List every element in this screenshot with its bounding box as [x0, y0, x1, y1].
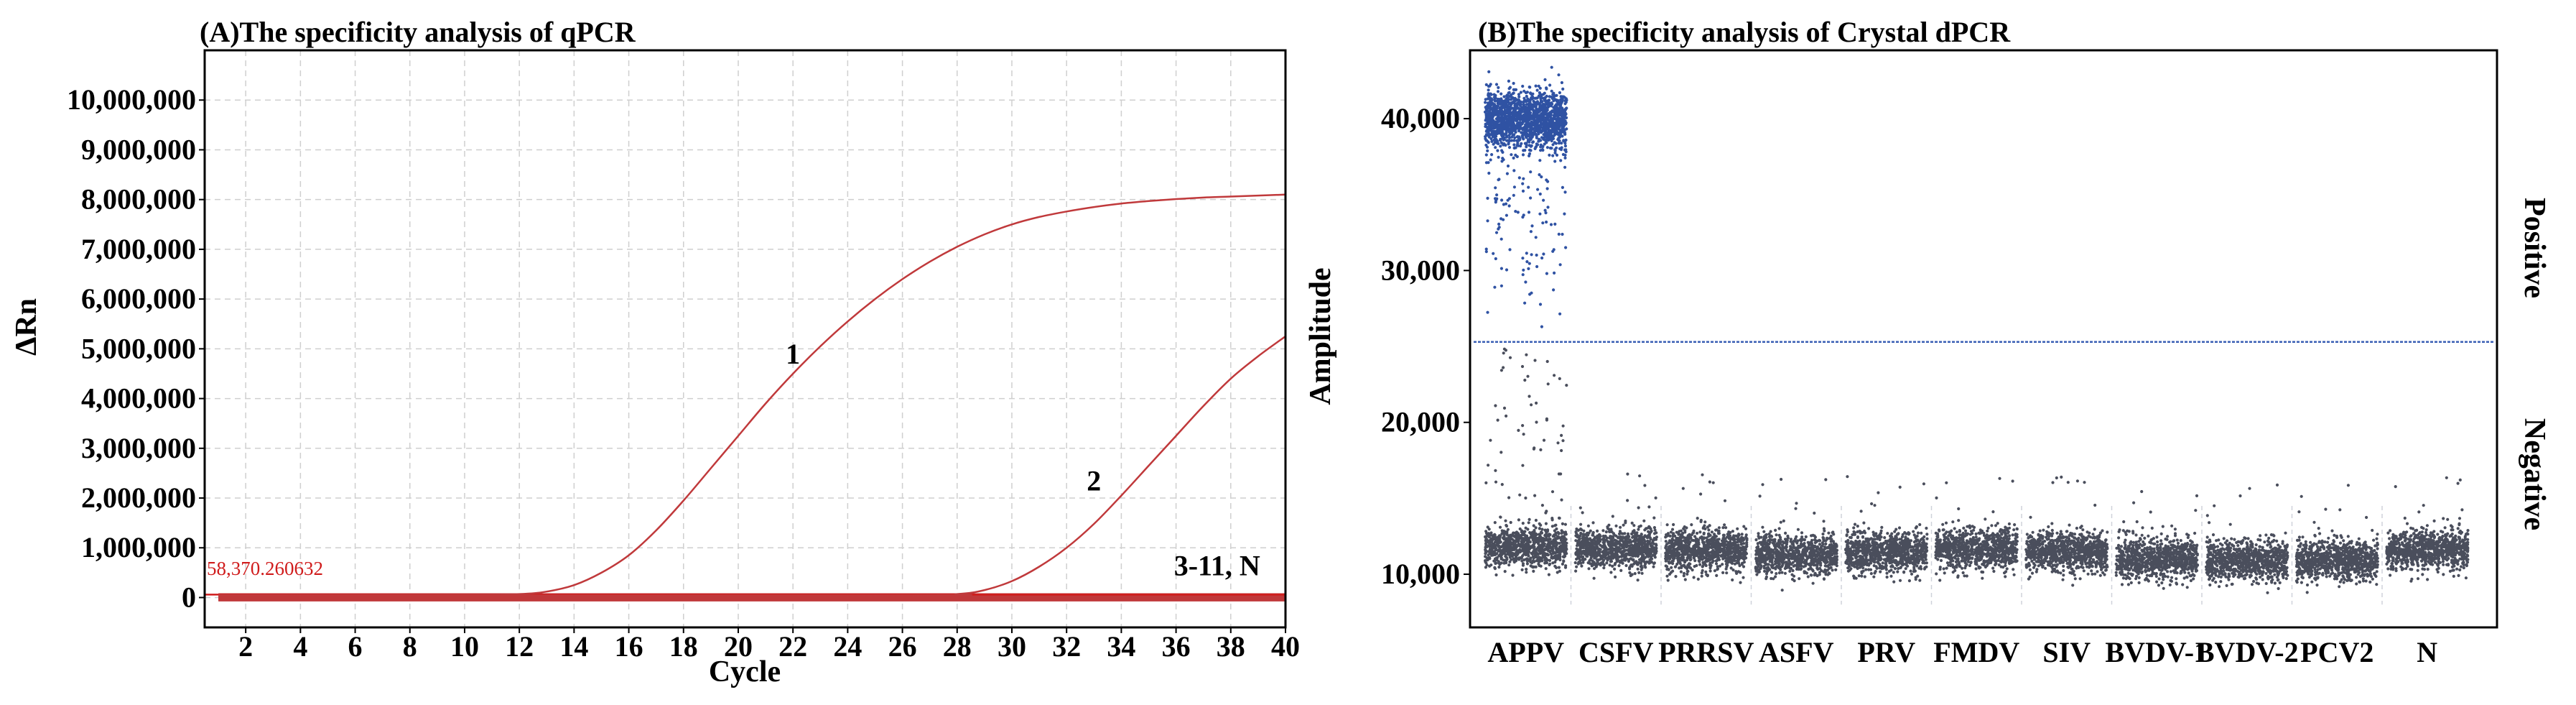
- dpcr-category-label-appv: APPV: [1487, 636, 1564, 668]
- qpcr-x-tick-label: 26: [888, 630, 917, 663]
- qpcr-x-ticks: 2 4 6 8 10 12 14 16 18 20 22 24 26 28 30 32 34 36 38 40: [238, 627, 1300, 663]
- dpcr-positive-label: Positive: [2518, 198, 2551, 298]
- dpcr-category-label-bvdv-1: BVDV-1: [2105, 636, 2208, 668]
- qpcr-x-tick-label: 10: [450, 630, 479, 663]
- qpcr-y-tick-label: 5,000,000: [81, 332, 196, 364]
- qpcr-x-axis-label: Cycle: [709, 655, 781, 688]
- qpcr-curve-labels: 1 2 3-11, N: [786, 338, 1260, 581]
- qpcr-x-tick-label: 22: [778, 630, 807, 663]
- dpcr-category-label-n: N: [2417, 636, 2437, 668]
- dpcr-category-label-pcv2: PCV2: [2300, 636, 2373, 668]
- dpcr-y-tick-label: 30,000: [1381, 254, 1460, 286]
- dpcr-plot-frame: [1469, 49, 2498, 629]
- dpcr-panel: (B)The specificity analysis of Crystal d…: [1304, 16, 2551, 668]
- qpcr-y-tick-label: 0: [182, 581, 196, 613]
- dpcr-droplets: [1483, 65, 2470, 594]
- qpcr-x-tick-label: 20: [724, 630, 753, 663]
- dpcr-y-tick-label: 10,000: [1381, 558, 1460, 590]
- qpcr-y-tick-label: 6,000,000: [81, 282, 196, 315]
- qpcr-x-tick-label: 2: [238, 630, 253, 663]
- qpcr-x-tick-label: 38: [1217, 630, 1245, 663]
- qpcr-y-tick-label: 1,000,000: [81, 531, 196, 563]
- qpcr-x-tick-label: 6: [348, 630, 363, 663]
- dpcr-y-tick-label: 20,000: [1381, 406, 1460, 438]
- dpcr-y-axis-label: Amplitude: [1304, 267, 1337, 405]
- qpcr-title: (A)The specificity analysis of qPCR: [200, 16, 636, 48]
- dpcr-positive-droplets: [1483, 65, 1568, 328]
- qpcr-x-tick-label: 14: [559, 630, 588, 663]
- dpcr-category-label-prrsv: PRRSV: [1658, 636, 1754, 668]
- qpcr-curve-label-3: 3-11, N: [1174, 549, 1260, 581]
- dpcr-category-label-prv: PRV: [1857, 636, 1915, 668]
- qpcr-curve-label-2: 2: [1087, 465, 1101, 497]
- dpcr-negative-droplets: [1484, 347, 2470, 594]
- dpcr-category-label-fmdv: FMDV: [1933, 636, 2019, 668]
- dpcr-y-ticks: 10,000 20,000 30,000 40,000: [1381, 102, 1470, 590]
- qpcr-y-tick-label: 4,000,000: [81, 382, 196, 415]
- qpcr-plot-area: [205, 50, 1285, 627]
- qpcr-x-tick-label: 32: [1052, 630, 1081, 663]
- qpcr-x-tick-label: 30: [998, 630, 1026, 663]
- qpcr-curve-label-1: 1: [786, 338, 800, 370]
- qpcr-x-tick-label: 18: [669, 630, 698, 663]
- qpcr-x-tick-label: 36: [1162, 630, 1191, 663]
- qpcr-x-tick-label: 24: [833, 630, 862, 663]
- qpcr-y-tick-label: 2,000,000: [81, 481, 196, 514]
- qpcr-curve-2: [218, 335, 1286, 596]
- dpcr-category-label-bvdv-2: BVDV-2: [2195, 636, 2299, 668]
- dpcr-y-tick-label: 40,000: [1381, 102, 1460, 134]
- qpcr-x-tick-label: 28: [943, 630, 972, 663]
- qpcr-y-tick-label: 8,000,000: [81, 183, 196, 216]
- qpcr-y-axis-label: ΔRn: [10, 298, 43, 356]
- qpcr-y-tick-label: 3,000,000: [81, 432, 196, 464]
- dpcr-category-label-asfv: ASFV: [1759, 636, 1834, 668]
- qpcr-y-ticks: 0 1,000,000 2,000,000 3,000,000 4,000,000 5,0…: [67, 83, 205, 613]
- qpcr-x-tick-label: 16: [615, 630, 643, 663]
- qpcr-x-tick-label: 34: [1107, 630, 1135, 663]
- qpcr-x-tick-label: 4: [293, 630, 307, 663]
- dpcr-category-label-siv: SIV: [2042, 636, 2091, 668]
- qpcr-plot-frame: [203, 49, 1287, 629]
- qpcr-y-tick-label: 9,000,000: [81, 133, 196, 165]
- dpcr-category-label-csfv: CSFV: [1578, 636, 1654, 668]
- qpcr-gridlines: [205, 50, 1286, 627]
- qpcr-curve-1: [218, 193, 1286, 596]
- dpcr-negative-label: Negative: [2518, 418, 2551, 530]
- dpcr-well-separators: [1570, 505, 2383, 605]
- dpcr-title: (B)The specificity analysis of Crystal d…: [1478, 16, 2011, 48]
- qpcr-y-tick-label: 7,000,000: [81, 233, 196, 265]
- qpcr-y-tick-label: 10,000,000: [67, 83, 196, 116]
- qpcr-panel: (A)The specificity analysis of qPCR 58,3…: [10, 16, 1300, 688]
- qpcr-curves: [205, 193, 1286, 602]
- qpcr-x-tick-label: 40: [1271, 630, 1300, 663]
- qpcr-x-tick-label: 12: [505, 630, 534, 663]
- qpcr-x-tick-label: 8: [403, 630, 417, 663]
- qpcr-threshold-label: 58,370.260632: [207, 558, 323, 579]
